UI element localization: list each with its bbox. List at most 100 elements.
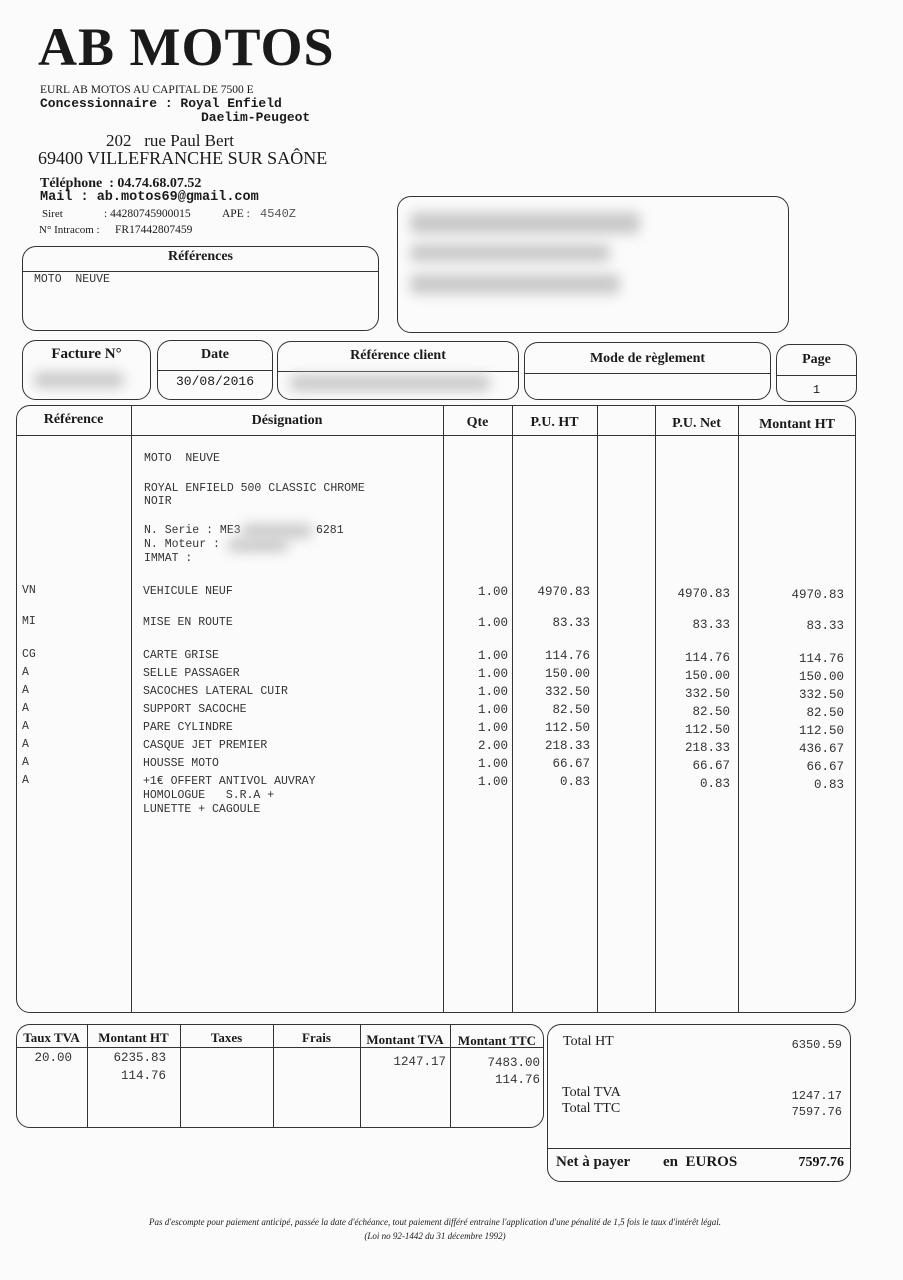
- row-pu-net: 0.83: [699, 777, 730, 791]
- row-designation: SUPPORT SACOCHE: [143, 703, 247, 716]
- row-reference: A: [22, 720, 29, 733]
- tax-rate: 20.00: [34, 1051, 72, 1065]
- row-qte: 1.00: [477, 703, 508, 717]
- tax-col-tva: Montant TVA: [366, 1032, 444, 1047]
- col-pu-net: P.U. Net: [672, 416, 721, 431]
- row-designation: SELLE PASSAGER: [143, 667, 240, 680]
- footer-line-1: Pas d'escompte pour paiement anticipé, p…: [149, 1217, 721, 1227]
- invoice-number-label: Facture N°: [51, 346, 122, 362]
- row-qte: 1.00: [477, 721, 508, 735]
- totals-box: [547, 1024, 851, 1182]
- tax-col-rate: Taux TVA: [23, 1030, 80, 1045]
- row-pu-ht: 112.50: [544, 721, 590, 735]
- tax-col-ttc: Montant TTC: [457, 1033, 537, 1048]
- client-address-box: [397, 196, 789, 333]
- redacted-client-ref: [290, 375, 490, 391]
- invoice-date: 30/08/2016: [175, 374, 254, 389]
- siret-value: : 44280745900015: [104, 208, 191, 220]
- redacted-address: [410, 244, 610, 262]
- row-qte: 1.00: [477, 775, 508, 789]
- tax-ttc-1: 7483.00: [487, 1056, 540, 1070]
- dealer-line-1: Concessionnaire : Royal Enfield: [40, 96, 282, 111]
- row-montant-ht: 114.76: [798, 652, 844, 666]
- row-montant-ht: 332.50: [798, 688, 844, 702]
- desc-line-3: NOIR: [144, 495, 172, 508]
- company-name: AB MOTOS: [38, 17, 335, 77]
- row-reference: VN: [22, 584, 36, 597]
- row-montant-ht: 83.33: [806, 619, 844, 633]
- page-label: Page: [802, 352, 831, 367]
- row-qte: 1.00: [477, 667, 508, 681]
- redacted-invoice-number: [34, 372, 124, 388]
- row-pu-net: 66.67: [692, 759, 730, 773]
- client-ref-box: [277, 341, 519, 400]
- row-pu-net: 82.50: [692, 705, 730, 719]
- row-qte: 1.00: [477, 685, 508, 699]
- redacted-engine: [228, 538, 288, 552]
- row-reference: A: [22, 666, 29, 679]
- row-reference: A: [22, 774, 29, 787]
- row-designation: +1€ OFFERT ANTIVOL AUVRAY HOMOLOGUE S.R.…: [143, 775, 316, 816]
- engine-label: N. Moteur :: [144, 538, 220, 551]
- company-mail: Mail : ab.motos69@gmail.com: [40, 190, 259, 205]
- invoice-number-box: [22, 340, 151, 400]
- row-designation: VEHICULE NEUF: [143, 585, 233, 598]
- total-ht-label: Total HT: [563, 1034, 614, 1049]
- row-qte: 1.00: [477, 757, 508, 771]
- row-reference: A: [22, 738, 29, 751]
- net-amount: 7597.76: [798, 1155, 845, 1170]
- col-reference: Référence: [43, 412, 104, 427]
- row-pu-ht: 0.83: [559, 775, 590, 789]
- ape-value: 4540Z: [260, 207, 297, 221]
- row-reference: MI: [22, 615, 36, 628]
- desc-line-1: MOTO NEUVE: [144, 452, 220, 465]
- row-designation: MISE EN ROUTE: [143, 616, 233, 629]
- row-pu-net: 218.33: [684, 741, 730, 755]
- tax-tva: 1247.17: [393, 1055, 446, 1069]
- references-value: MOTO NEUVE: [34, 273, 110, 286]
- tax-ht-2: 114.76: [120, 1069, 166, 1083]
- row-montant-ht: 66.67: [806, 760, 844, 774]
- payment-mode-box: [524, 342, 771, 400]
- row-pu-net: 112.50: [684, 723, 730, 737]
- currency-label: en EUROS: [663, 1154, 738, 1170]
- immat-label: IMMAT :: [144, 552, 193, 565]
- redacted-serial: [242, 524, 312, 538]
- row-pu-net: 83.33: [692, 618, 730, 632]
- row-montant-ht: 112.50: [798, 724, 844, 738]
- row-designation: SACOCHES LATERAL CUIR: [143, 685, 288, 698]
- client-ref-label: Référence client: [350, 348, 446, 363]
- serial-label: N. Serie : ME3: [144, 524, 241, 537]
- company-legal: EURL AB MOTOS AU CAPITAL DE 7500 E: [40, 84, 254, 96]
- row-reference: CG: [22, 648, 36, 661]
- payment-mode-label: Mode de règlement: [589, 351, 706, 366]
- row-pu-ht: 114.76: [544, 649, 590, 663]
- row-montant-ht: 150.00: [798, 670, 844, 684]
- row-reference: A: [22, 702, 29, 715]
- col-qte: Qte: [466, 415, 489, 430]
- total-tva: 1247.17: [791, 1089, 842, 1103]
- tax-col-taxes: Taxes: [210, 1030, 243, 1045]
- row-pu-ht: 4970.83: [537, 585, 590, 599]
- net-label: Net à payer: [556, 1154, 631, 1170]
- col-montant-ht: Montant HT: [759, 417, 835, 432]
- total-ttc-label: Total TTC: [562, 1101, 621, 1116]
- items-table: [16, 405, 856, 1013]
- total-tva-label: Total TVA: [562, 1085, 621, 1100]
- row-designation: CASQUE JET PREMIER: [143, 739, 268, 752]
- row-qte: 1.00: [477, 616, 508, 630]
- row-qte: 1.00: [477, 649, 508, 663]
- row-pu-ht: 150.00: [544, 667, 590, 681]
- desc-line-2: ROYAL ENFIELD 500 CLASSIC CHROME: [144, 482, 365, 495]
- row-montant-ht: 82.50: [806, 706, 844, 720]
- row-designation: HOUSSE MOTO: [143, 757, 219, 770]
- tax-ttc-2: 114.76: [494, 1073, 540, 1087]
- row-reference: A: [22, 756, 29, 769]
- references-box: [22, 246, 379, 331]
- col-designation: Désignation: [251, 413, 323, 428]
- page-number: 1: [812, 383, 821, 397]
- company-city: 69400 VILLEFRANCHE SUR SAÔNE: [38, 148, 328, 168]
- row-montant-ht: 0.83: [813, 778, 844, 792]
- tax-table: [16, 1024, 544, 1128]
- redacted-address: [410, 274, 620, 294]
